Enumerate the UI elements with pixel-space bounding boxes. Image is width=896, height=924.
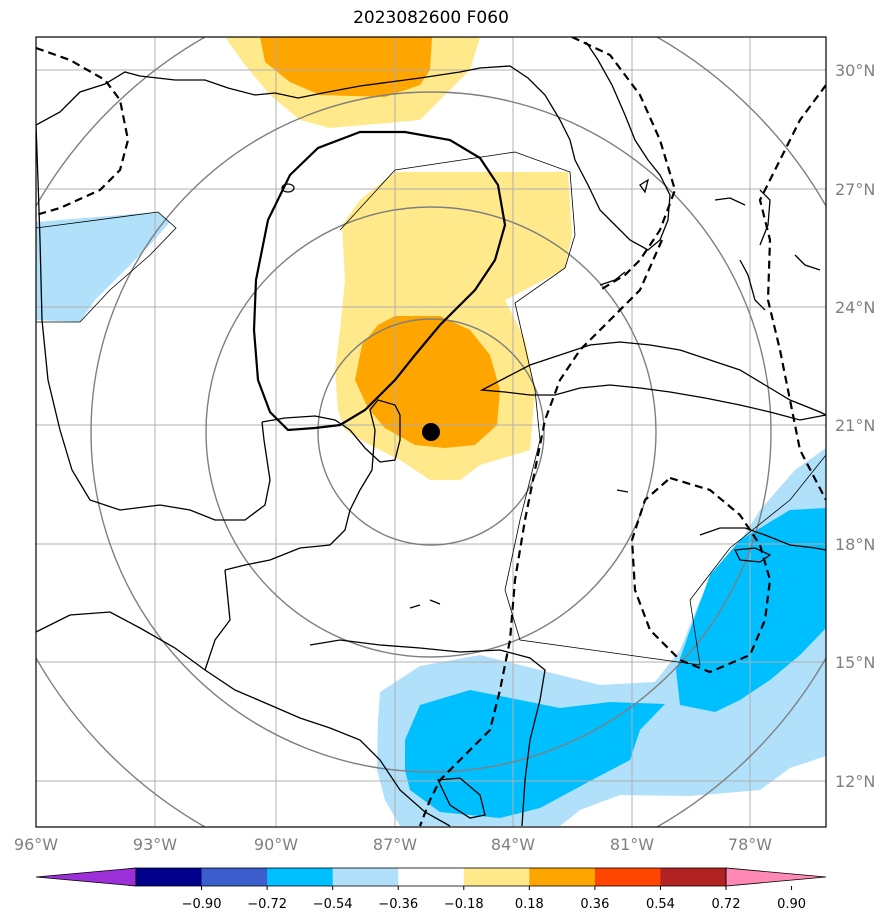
lat-label: 18°N (835, 535, 875, 554)
cuba (479, 341, 826, 421)
lat-label: 30°N (835, 61, 875, 80)
positive-anomaly-central-core (355, 316, 500, 448)
solid-contour (252, 130, 507, 432)
colorbar-swatch (594, 868, 661, 886)
lat-label: 21°N (835, 416, 875, 435)
negative-anomaly-south-core (405, 690, 665, 818)
gulf-coast (36, 41, 671, 251)
lon-label: 93°W (133, 835, 177, 854)
colorbar-swatch (529, 868, 596, 886)
dashed-contour-southeast-loop (630, 476, 772, 674)
dashed-contour-florida (571, 37, 677, 291)
range-rings (36, 37, 826, 827)
latitude-labels: 30°N 27°N 24°N 21°N 18°N 15°N 12°N (835, 61, 875, 791)
thin-outline-contour-west (36, 211, 177, 323)
colorbar: −0.90 −0.72 −0.54 −0.36 −0.18 0.18 0.36 0.54 0.7… (35, 867, 827, 912)
dashed-contour-northwest (36, 46, 130, 217)
negative-anomaly-southeast-core (676, 508, 826, 712)
colorbar-tick-label: −0.90 (182, 897, 222, 912)
lat-label: 12°N (835, 772, 875, 791)
colorbar-tick-label: −0.54 (313, 897, 353, 912)
mexico-east-coast (224, 399, 401, 571)
lat-label: 27°N (835, 180, 875, 199)
page-title: 2023082600 F060 (353, 8, 509, 28)
lon-label: 96°W (14, 835, 58, 854)
map-plot-area (36, 37, 826, 827)
colorbar-tick-label: −0.18 (444, 897, 484, 912)
dashed-contour-long (418, 239, 664, 827)
colorbar-tick-label: 0.18 (515, 897, 544, 912)
bahamas-islands (714, 197, 766, 311)
colorbar-outline (135, 867, 727, 887)
lat-label: 15°N (835, 653, 875, 672)
colorbar-tick-label: −0.72 (247, 897, 287, 912)
colorbar-swatch (660, 868, 727, 886)
lon-label: 84°W (491, 835, 535, 854)
colorbar-swatch (267, 868, 334, 886)
nicaragua-lake (437, 777, 486, 819)
colorbar-swatch (332, 868, 399, 886)
longitude-labels: 96°W 93°W 90°W 87°W 84°W 81°W 78°W (14, 835, 772, 854)
colorbar-tick-label: 0.90 (777, 897, 806, 912)
yucatan-interior-border (204, 569, 231, 671)
map-frame (35, 36, 827, 828)
lon-label: 78°W (728, 835, 772, 854)
lon-label: 90°W (254, 835, 298, 854)
dashed-contour-east (758, 84, 826, 501)
colorbar-swatch (201, 868, 268, 886)
colorbar-extend-max (725, 867, 827, 887)
small-contour-ellipse (281, 183, 295, 193)
gulf-west-coast (36, 124, 271, 521)
storm-center-marker (422, 423, 440, 441)
dashed-contours (36, 37, 826, 827)
coastlines (36, 41, 826, 827)
colorbar-tick-label: 0.72 (712, 897, 741, 912)
colorbar-tick-label: −0.36 (378, 897, 418, 912)
lat-label: 24°N (835, 298, 875, 317)
honduras-coast (309, 639, 546, 827)
colorbar-tick-label: 0.36 (580, 897, 609, 912)
colorbar-swatch (463, 868, 530, 886)
central-america-coast (36, 611, 451, 827)
colorbar-swatch (136, 868, 203, 886)
lon-label: 81°W (610, 835, 654, 854)
florida-keys-islands (599, 178, 821, 286)
lon-label: 87°W (373, 835, 417, 854)
colorbar-extend-min (35, 867, 137, 887)
small-caribbean-islands (409, 489, 629, 609)
colorbar-tick-label: 0.54 (646, 897, 675, 912)
colorbar-swatch (398, 868, 465, 886)
negative-anomaly-west (36, 212, 170, 322)
